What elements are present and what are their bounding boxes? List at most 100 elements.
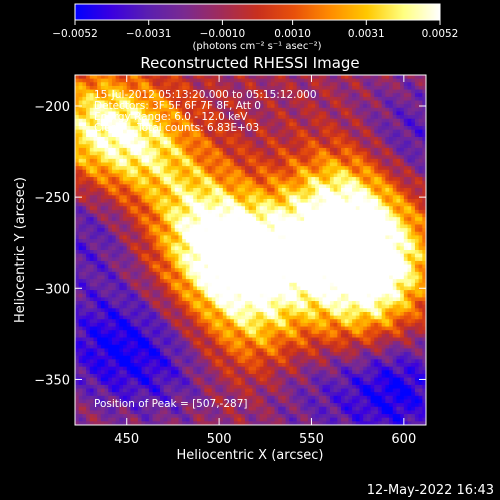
heatmap-cell [256, 100, 261, 105]
heatmap-cell [237, 107, 242, 113]
heatmap-cell [208, 217, 213, 222]
heatmap-cell [377, 198, 383, 204]
heatmap-cell [337, 198, 342, 204]
heatmap-cell [215, 260, 220, 266]
heatmap-cell [156, 155, 161, 160]
heatmap-cell [377, 169, 383, 175]
heatmap-cell [285, 195, 290, 200]
heatmap-cell [189, 198, 194, 204]
heatmap-cell [119, 82, 124, 87]
heatmap-cell [318, 177, 324, 182]
heatmap-cell [374, 224, 379, 229]
heatmap-cell [389, 177, 394, 182]
heatmap-cell [374, 246, 379, 251]
heatmap-cell [329, 162, 335, 167]
heatmap-cell [326, 122, 331, 127]
heatmap-cell [422, 202, 426, 207]
heatmap-cell [130, 213, 135, 218]
heatmap-cell [263, 198, 268, 204]
heatmap-cell [182, 118, 187, 123]
heatmap-cell [366, 155, 372, 160]
heatmap-cell [189, 136, 194, 142]
heatmap-cell [311, 100, 316, 105]
heatmap-cell [263, 206, 268, 211]
heatmap-cell [200, 188, 205, 193]
heatmap-cell [389, 220, 394, 226]
heatmap-cell [407, 96, 412, 102]
heatmap-cell [174, 188, 180, 193]
heatmap-cell [152, 239, 157, 244]
heatmap-cell [363, 169, 368, 175]
heatmap-cell [156, 169, 161, 175]
heatmap-cell [141, 231, 146, 237]
heatmap-cell [418, 242, 423, 247]
heatmap-cell [219, 151, 224, 156]
heatmap-cell [359, 96, 364, 102]
heatmap-cell [363, 235, 368, 240]
heatmap-cell [174, 224, 180, 229]
heatmap-cell [123, 144, 128, 149]
heatmap-cell [381, 82, 386, 87]
heatmap-cell [400, 111, 405, 116]
heatmap-cell [115, 173, 120, 178]
heatmap-cell [411, 224, 416, 229]
heatmap-cell [211, 209, 216, 215]
heatmap-cell [322, 118, 327, 123]
heatmap-cell [407, 180, 412, 185]
heatmap-cell [296, 140, 301, 145]
heatmap-cell [134, 158, 139, 164]
heatmap-cell [200, 115, 205, 120]
heatmap-cell [200, 242, 205, 247]
heatmap-cell [278, 115, 283, 120]
heatmap-cell [348, 195, 353, 200]
heatmap-cell [333, 100, 338, 105]
heatmap-cell [337, 151, 342, 156]
heatmap-cell [78, 118, 83, 123]
heatmap-cell [86, 231, 91, 237]
heatmap-cell [348, 202, 353, 207]
heatmap-cell [333, 224, 338, 229]
heatmap-cell [311, 220, 316, 226]
heatmap-cell [300, 228, 305, 233]
heatmap-cell [204, 195, 209, 200]
heatmap-cell [403, 257, 409, 262]
heatmap-cell [193, 78, 198, 83]
heatmap-cell [137, 169, 143, 175]
heatmap-cell [392, 173, 398, 178]
heatmap-cell [200, 184, 205, 189]
heatmap-cell [348, 180, 353, 185]
heatmap-cell [355, 162, 361, 167]
heatmap-cell [137, 206, 143, 211]
heatmap-cell [178, 257, 183, 262]
heatmap-cell [163, 169, 168, 175]
heatmap-cell [126, 144, 132, 149]
heatmap-cell [78, 89, 83, 94]
heatmap-cell [134, 126, 139, 131]
heatmap-cell [167, 96, 172, 102]
heatmap-cell [134, 82, 139, 87]
heatmap-cell [285, 129, 290, 134]
heatmap-cell [208, 169, 213, 175]
heatmap-cell [392, 239, 398, 244]
heatmap-cell [359, 107, 364, 113]
heatmap-cell [315, 100, 320, 105]
heatmap-cell [400, 253, 405, 258]
heatmap-cell [82, 235, 87, 240]
heatmap-cell [333, 184, 338, 189]
heatmap-cell [230, 188, 235, 193]
heatmap-cell [152, 96, 157, 102]
heatmap-cell [208, 264, 213, 269]
heatmap-cell [86, 213, 91, 218]
heatmap-cell [274, 228, 279, 233]
heatmap-cell [381, 220, 386, 226]
heatmap-cell [422, 115, 426, 120]
heatmap-cell [400, 89, 405, 94]
heatmap-cell [381, 133, 386, 138]
heatmap-cell [137, 151, 143, 156]
heatmap-cell [100, 191, 106, 196]
heatmap-cell [337, 115, 342, 120]
heatmap-cell [315, 260, 320, 266]
heatmap-cell [289, 136, 294, 142]
heatmap-cell [374, 166, 379, 171]
heatmap-cell [130, 239, 135, 244]
